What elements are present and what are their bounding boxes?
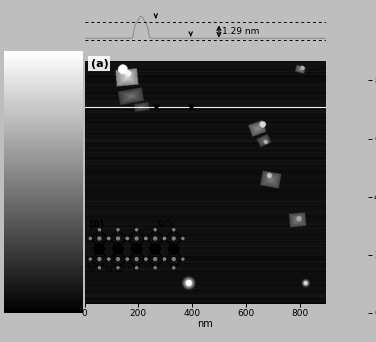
Text: (a): (a) — [91, 58, 108, 69]
Text: 1.29 nm: 1.29 nm — [221, 27, 259, 36]
X-axis label: nm: nm — [198, 319, 213, 329]
